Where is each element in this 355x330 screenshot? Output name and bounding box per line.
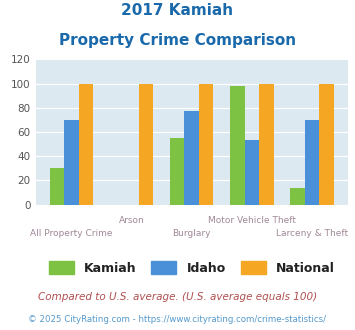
Text: Motor Vehicle Theft: Motor Vehicle Theft [208,216,296,225]
Text: Larceny & Theft: Larceny & Theft [276,229,348,238]
Text: Property Crime Comparison: Property Crime Comparison [59,33,296,48]
Bar [170,138,185,205]
Bar [64,120,78,205]
Text: 2017 Kamiah: 2017 Kamiah [121,3,234,18]
Bar [78,83,93,205]
Text: © 2025 CityRating.com - https://www.cityrating.com/crime-statistics/: © 2025 CityRating.com - https://www.city… [28,315,327,324]
Text: Burglary: Burglary [173,229,211,238]
Bar [245,141,259,205]
Bar [319,83,334,205]
Bar [230,86,245,205]
Legend: Kamiah, Idaho, National: Kamiah, Idaho, National [43,254,341,281]
Text: All Property Crime: All Property Crime [30,229,113,238]
Bar [290,188,305,205]
Bar [139,83,153,205]
Bar [185,112,199,205]
Bar [199,83,213,205]
Text: Compared to U.S. average. (U.S. average equals 100): Compared to U.S. average. (U.S. average … [38,292,317,302]
Bar [259,83,274,205]
Text: Arson: Arson [119,216,144,225]
Bar [305,120,319,205]
Bar [50,168,64,205]
